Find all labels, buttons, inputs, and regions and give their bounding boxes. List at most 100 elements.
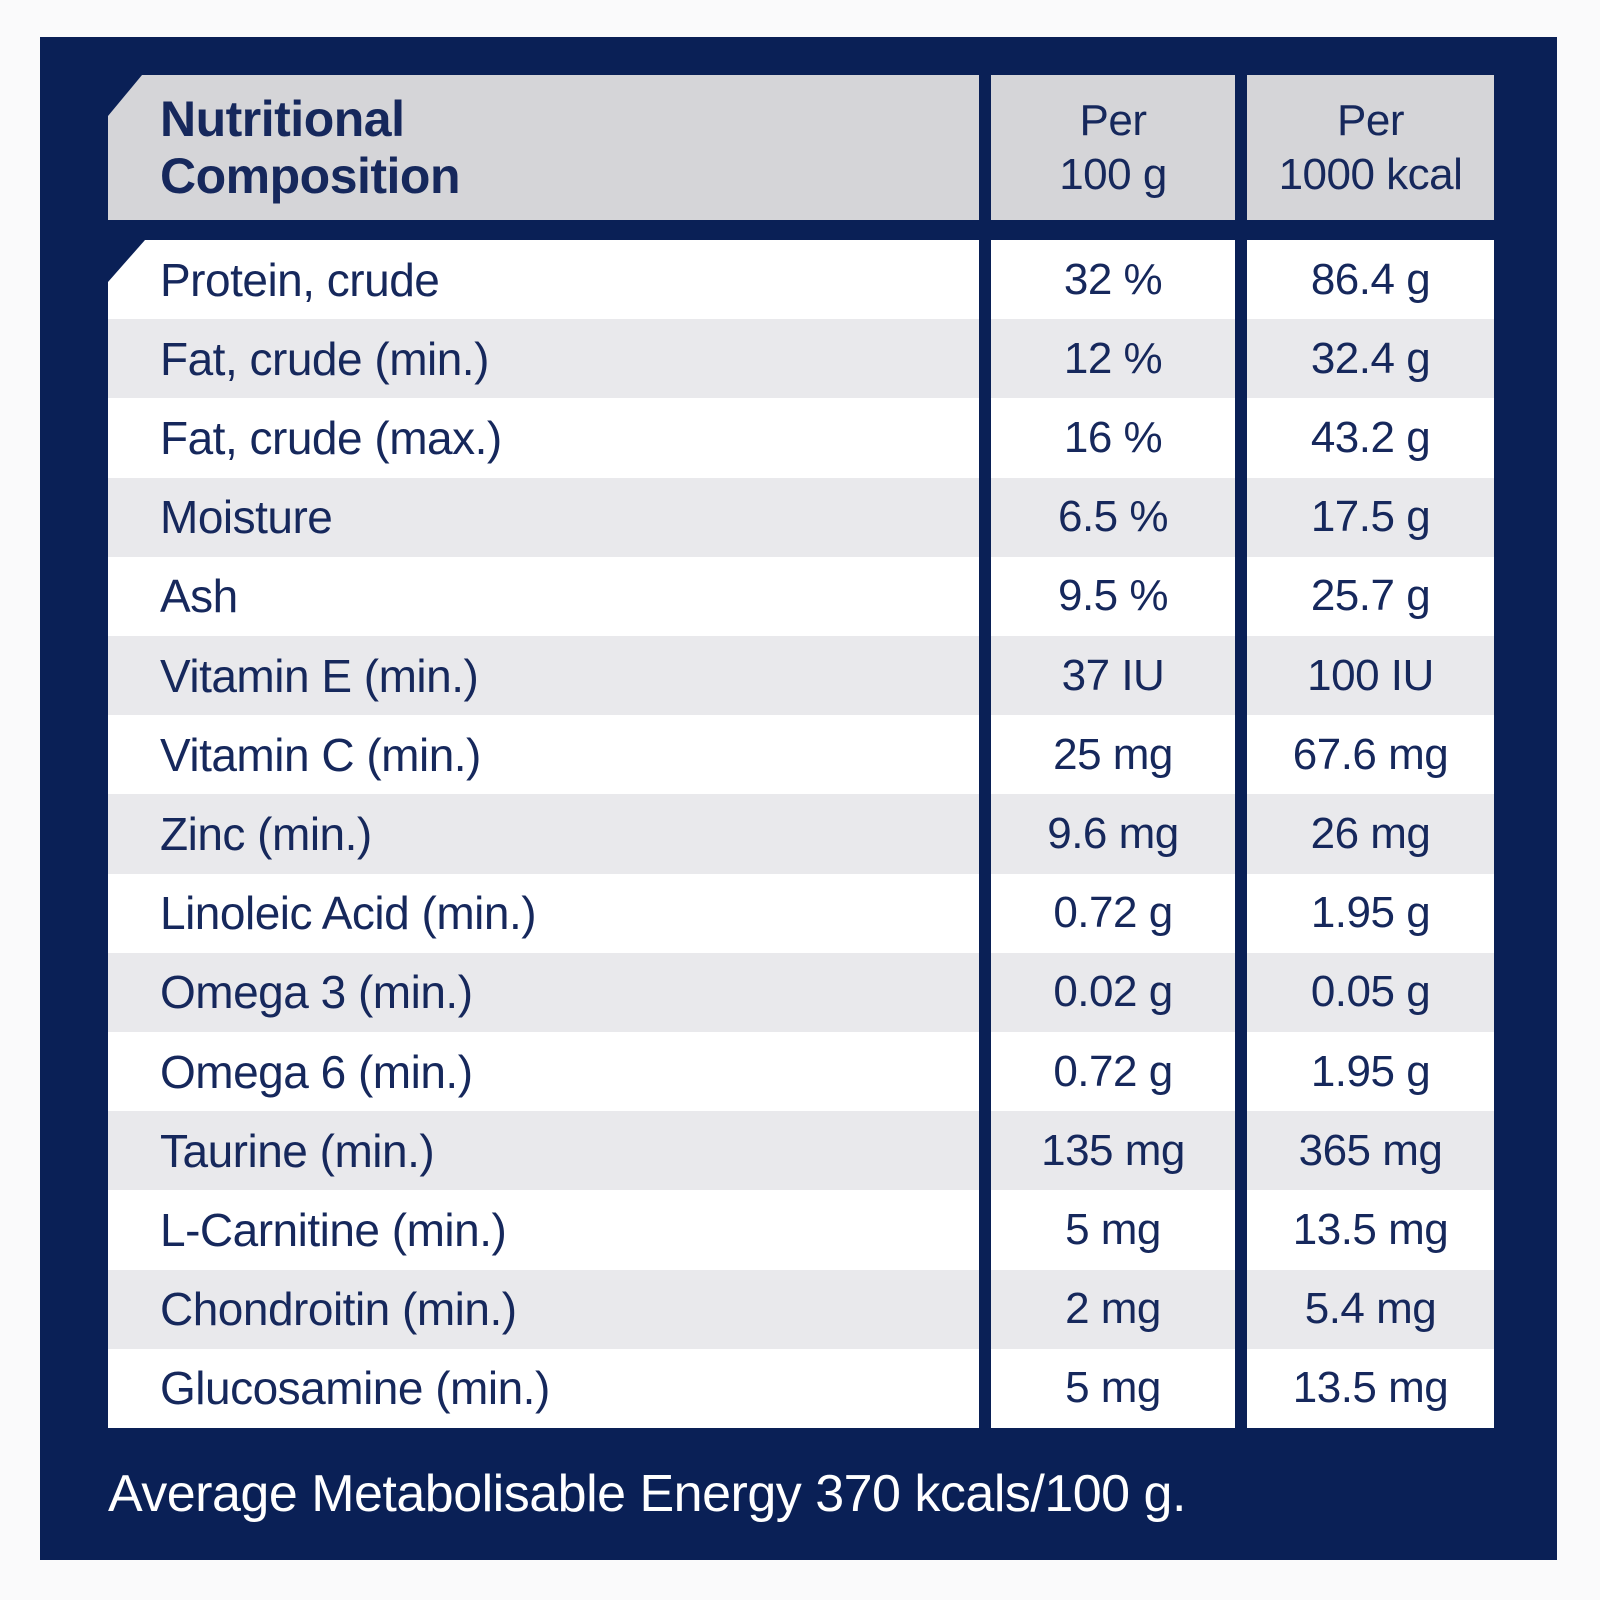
value-per-100g: 5 mg [1065,1363,1161,1413]
row-label: Moisture [160,491,333,544]
table-row: Glucosamine (min.) [108,1348,979,1428]
value-per-100g: 0.02 g [1053,967,1173,1017]
value-per-100g: 37 IU [1061,650,1165,700]
table-row: 5 mg [991,1190,1235,1270]
nutrition-table: Nutritional Composition Per 100 g Per 10… [108,75,1494,1429]
row-label: Omega 6 (min.) [160,1045,473,1098]
row-label: Chondroitin (min.) [160,1283,517,1336]
per-1000kcal-header-line2: 1000 kcal [1278,149,1463,199]
row-label: Linoleic Acid (min.) [160,887,537,940]
table-row: Omega 3 (min.) [108,952,979,1033]
table-row: 2 mg [991,1269,1235,1349]
value-per-1000kcal: 67.6 mg [1292,729,1449,779]
table-row: 86.4 g [1247,240,1494,320]
table-row: Vitamin E (min.) [108,636,979,716]
average-energy-note: Average Metabolisable Energy 370 kcals/1… [108,1428,1494,1560]
table-row: 9.5 % [991,556,1235,637]
value-per-100g: 9.5 % [1057,571,1169,621]
table-row: Ash [108,556,979,637]
row-label: Protein, crude [160,253,440,306]
value-per-1000kcal: 1.95 g [1310,1046,1431,1096]
table-row: 1.95 g [1247,1032,1494,1112]
value-per-1000kcal: 86.4 g [1310,254,1431,304]
table-row: 13.5 mg [1247,1190,1494,1270]
value-per-1000kcal: 5.4 mg [1304,1284,1437,1334]
value-per-100g: 32 % [1063,254,1163,304]
row-label: Ash [160,570,238,623]
value-per-1000kcal: 13.5 mg [1292,1363,1449,1413]
table-row: 67.6 mg [1247,715,1494,795]
value-per-1000kcal: 100 IU [1307,650,1434,700]
value-per-100g: 25 mg [1053,729,1173,779]
column-gap [979,240,991,1428]
value-per-100g: 16 % [1063,413,1163,462]
table-row: 5 mg [991,1348,1235,1429]
table-row: 43.2 g [1247,398,1494,478]
value-per-1000kcal: 26 mg [1310,809,1431,859]
table-title: Nutritional Composition [108,75,979,220]
row-label: Taurine (min.) [160,1124,435,1177]
row-label: L-Carnitine (min.) [160,1204,507,1257]
table-row: Protein, crude [108,240,979,320]
per-100g-header-line2: 100 g [1059,149,1167,199]
column-header-per-100g: Per 100 g [991,75,1235,220]
per-100g-column: 32 % 12 % 16 % 6.5 % 9.5 % 37 IU 25 mg 9.6 mg 0.… [991,240,1235,1429]
table-row: 32.4 g [1247,319,1494,399]
table-row: 6.5 % [991,477,1235,557]
per-100g-header-line1: Per [1079,95,1147,145]
value-per-100g: 0.72 g [1053,1046,1173,1096]
table-row: L-Carnitine (min.) [108,1190,979,1270]
table-row: 25.7 g [1247,556,1494,637]
table-row: 25 mg [991,715,1235,795]
table-row: 16 % [991,398,1235,478]
value-per-100g: 5 mg [1065,1205,1161,1255]
table-row: 100 IU [1247,636,1494,716]
value-per-100g: 9.6 mg [1047,809,1179,859]
table-title-line2: Composition [160,147,461,204]
value-per-1000kcal: 17.5 g [1310,492,1431,542]
column-gap [979,75,991,220]
table-row: 0.05 g [1247,952,1494,1033]
table-row: 0.72 g [991,1032,1235,1112]
labels-column: Protein, crude Fat, crude (min.) Fat, crud… [108,240,979,1428]
value-per-1000kcal: 1.95 g [1310,888,1431,938]
nutrition-panel: Nutritional Composition Per 100 g Per 10… [40,37,1557,1560]
header-body-gap [1247,220,1494,240]
table-row: Taurine (min.) [108,1111,979,1191]
value-per-100g: 2 mg [1065,1284,1161,1334]
value-per-1000kcal: 13.5 mg [1292,1205,1449,1255]
column-header-per-1000kcal: Per 1000 kcal [1247,75,1494,220]
table-row: 37 IU [991,636,1235,716]
row-label: Glucosamine (min.) [160,1362,550,1415]
table-row: 17.5 g [1247,477,1494,557]
value-per-1000kcal: 0.05 g [1310,967,1431,1017]
table-row: Vitamin C (min.) [108,715,979,795]
table-row: Omega 6 (min.) [108,1032,979,1112]
row-label: Vitamin C (min.) [160,728,481,781]
row-label: Omega 3 (min.) [160,966,473,1019]
value-per-1000kcal: 365 mg [1298,1125,1443,1175]
average-energy-text: Average Metabolisable Energy 370 kcals/1… [108,1465,1186,1523]
table-row: 1.95 g [1247,873,1494,953]
row-label: Fat, crude (min.) [160,332,489,385]
table-row: 365 mg [1247,1111,1494,1191]
table-row: 9.6 mg [991,794,1235,874]
table-row: 5.4 mg [1247,1269,1494,1349]
value-per-1000kcal: 43.2 g [1310,413,1431,462]
per-1000kcal-header-line1: Per [1337,95,1404,145]
value-per-100g: 6.5 % [1057,492,1169,542]
header-body-gap [1235,220,1247,240]
value-per-100g: 12 % [1063,333,1163,383]
table-row: 12 % [991,319,1235,399]
header-body-gap [108,220,979,240]
table-row: 32 % [991,240,1235,320]
table-row: Zinc (min.) [108,794,979,874]
value-per-1000kcal: 25.7 g [1310,571,1431,621]
table-row: Fat, crude (min.) [108,319,979,399]
header-body-gap [979,220,991,240]
value-per-100g: 135 mg [1041,1125,1185,1175]
table-row: 0.02 g [991,952,1235,1033]
per-1000kcal-column: 86.4 g 32.4 g 43.2 g 17.5 g 25.7 g 100 IU 67.6… [1247,240,1494,1429]
table-row: 0.72 g [991,873,1235,953]
row-label: Fat, crude (max.) [160,412,502,464]
